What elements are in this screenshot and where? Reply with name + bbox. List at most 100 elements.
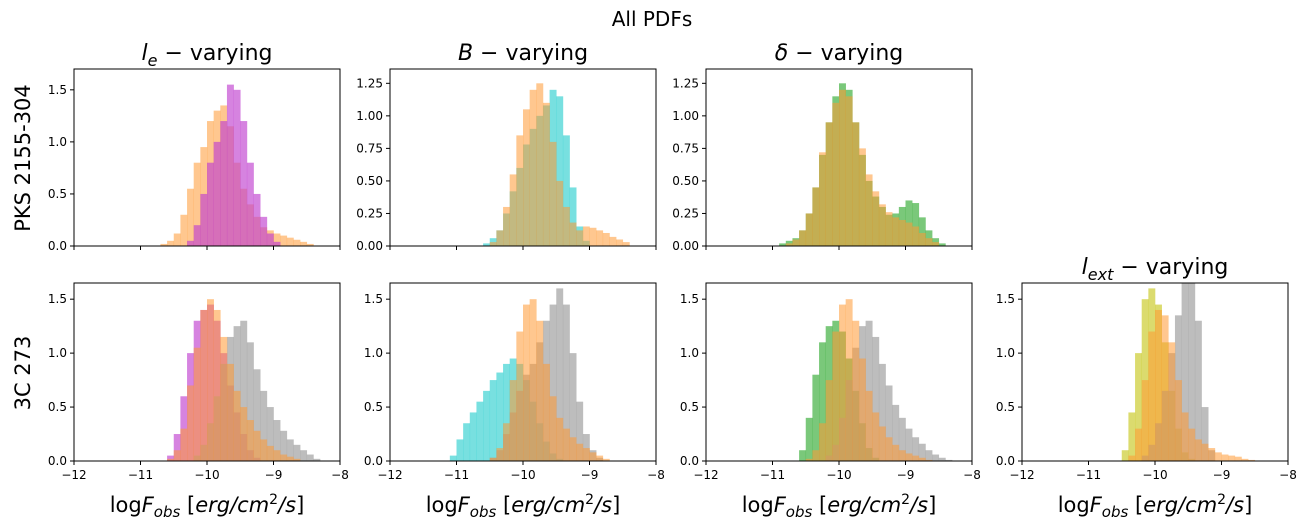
hist-bar [549,396,557,461]
y-tick-label: 1.0 [680,346,699,360]
hist-bar [240,407,248,461]
hist-bar [456,439,464,461]
hist-bar [180,428,188,461]
hist-bar [918,457,926,461]
x-tick-label: −8 [963,468,981,482]
y-tick-label: 0.5 [48,400,67,414]
y-tick-label: 0.0 [996,454,1015,468]
hist-bar [819,342,826,461]
row-label-0: PKS 2155-304 [11,84,35,232]
x-tick-label: −8 [331,468,349,482]
hist-bar [173,434,181,461]
hist-bar [562,304,570,461]
hist-bar [523,304,530,461]
hist-bar [293,458,301,461]
series-2 [805,299,933,461]
hist-bar [463,423,471,461]
hist-bar [932,242,940,246]
x-tick-label: −11 [1076,468,1101,482]
y-tick-label: 0.75 [356,141,383,155]
hist-bar [529,299,537,461]
hist-bar [805,458,813,461]
panel-0-0: 0.0 0.5 1.0 1.5 le − varying [48,41,341,253]
x-tick-label: −8 [1279,468,1297,482]
hist-bar [503,363,510,461]
series-1 [489,83,630,246]
hist-bar [193,162,201,246]
hist-bar [569,222,577,246]
hist-bar [582,226,590,246]
hist-bar [812,374,820,461]
hist-bar [858,358,866,461]
hist-bar [609,236,617,246]
hist-bar [1214,452,1222,461]
hist-bar [832,331,840,461]
hist-bar [1201,407,1209,461]
hist-bar [300,450,308,461]
hist-bar [313,458,321,461]
hist-bar [865,390,873,461]
hist-bar [865,174,873,246]
panel-1-1: 0.0 0.5 1.0 1.5 −12 −11 −10 −9 −8 logFobs [erg/cm… [364,282,665,519]
hist-bar [193,347,201,461]
hist-bar [253,430,261,461]
hist-bar [872,191,880,246]
hist-bar [167,240,175,246]
hist-bar [173,233,181,246]
hist-bar [280,235,288,246]
y-tick-label: 0.0 [680,454,699,468]
x-axis-label: logFobs [erg/cm2/s] [426,492,621,519]
hist-bar [180,214,188,246]
hist-bar [1234,456,1242,461]
hist-bar [839,304,846,461]
hist-bar [622,242,630,246]
hist-bar [785,243,793,246]
hist-bar [200,309,208,461]
hist-bar [536,320,544,461]
hist-bar [898,450,906,461]
hist-bar [523,109,530,246]
hist-bar [233,89,241,246]
hist-bar [300,241,308,246]
series-2 [1128,309,1256,461]
x-axis-label: logFobs [erg/cm2/s] [110,492,305,519]
hist-bar [582,448,590,461]
hist-bar [925,238,933,246]
hist-bar [1194,439,1202,461]
hist-bar [1248,459,1256,461]
hist-bar [187,188,194,246]
hist-bar [306,454,314,461]
hist-bar [187,385,194,461]
hist-bar [1148,331,1156,461]
hist-bar [872,336,880,461]
x-tick-label: −11 [444,468,469,482]
y-tick-label: 0.0 [48,454,67,468]
x-tick-label: −12 [693,468,718,482]
x-tick-label: −11 [128,468,153,482]
y-tick-label: 0.25 [672,206,699,220]
hist-bar [213,309,221,461]
hist-bar [845,299,853,461]
hist-bar [812,187,820,246]
hist-bar [549,141,557,246]
hist-bar [872,412,880,461]
hist-bar [1121,450,1129,461]
hist-bar [918,217,926,246]
y-tick-label: 0.50 [356,174,383,188]
hist-bar [799,230,807,246]
hist-bar [509,174,517,246]
hist-bar [1168,342,1176,461]
hist-bar [1174,380,1182,461]
hist-bar [858,148,866,246]
y-tick-label: 0.50 [672,174,699,188]
hist-bar [167,455,175,461]
hist-bar [1241,458,1249,461]
x-tick-label: −11 [760,468,785,482]
y-tick-label: 1.5 [996,292,1015,306]
y-tick-label: 1.5 [48,83,67,97]
hist-bar [832,102,840,246]
hist-bar [912,226,920,246]
hist-bar [918,232,926,246]
hist-bar [556,288,564,461]
y-tick-label: 0.5 [364,400,383,414]
